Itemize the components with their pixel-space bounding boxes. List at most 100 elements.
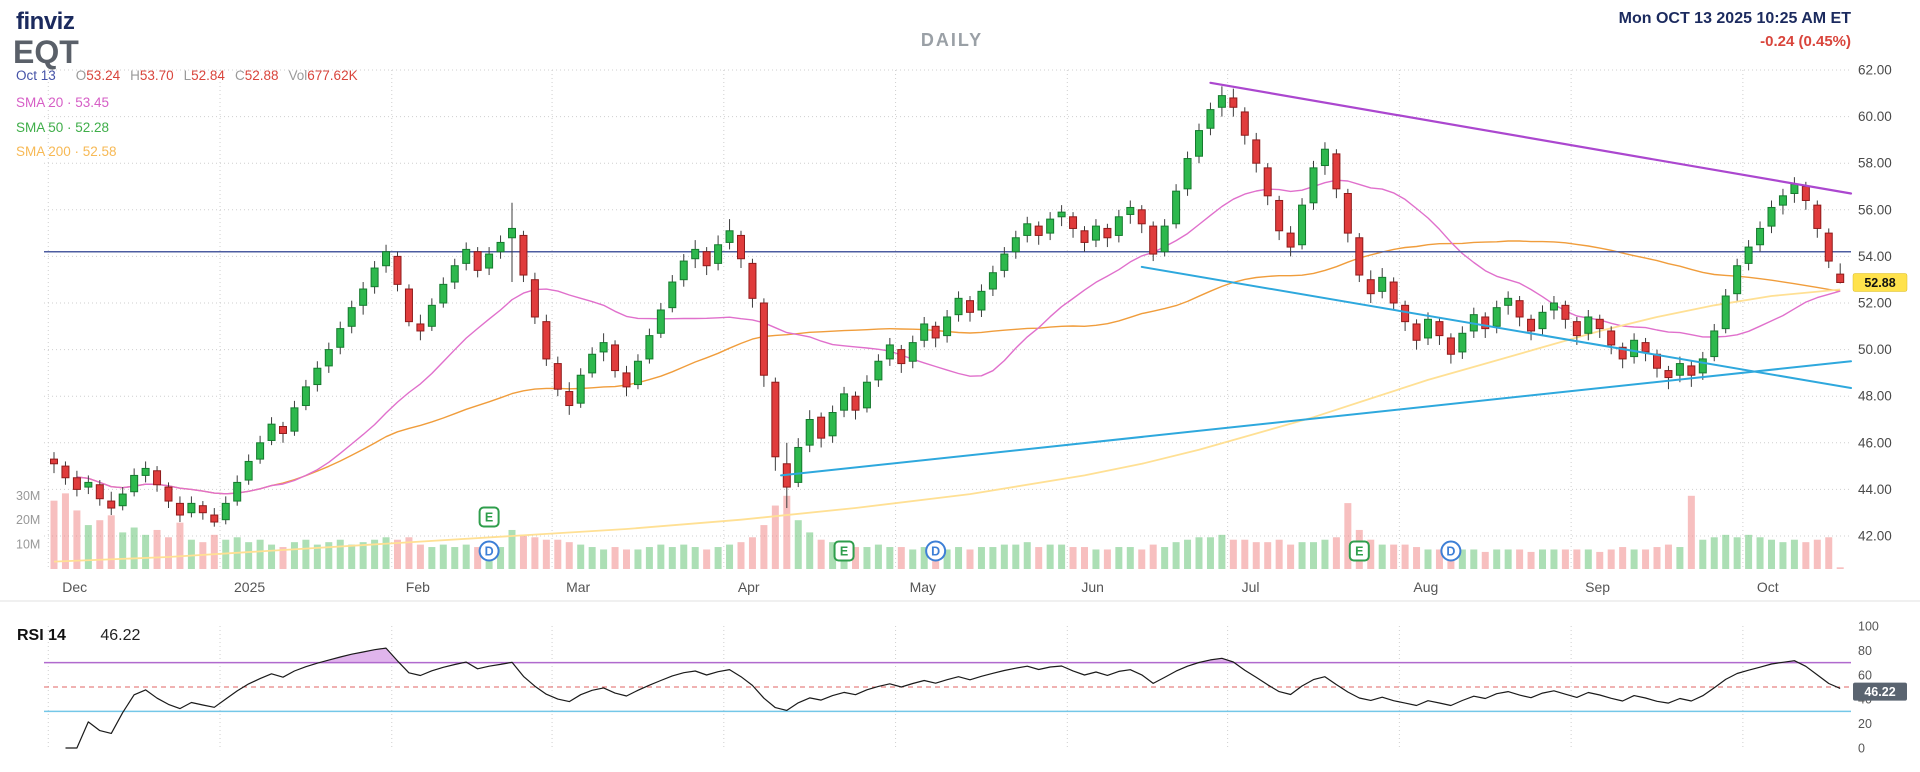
volume-bar xyxy=(61,493,69,569)
event-markers-layer[interactable]: E D E D E D xyxy=(478,506,1462,562)
candle xyxy=(1034,225,1043,236)
finviz-logo[interactable]: finviz xyxy=(16,8,75,35)
candle xyxy=(725,230,734,243)
volume-bar xyxy=(1722,534,1730,569)
volume-bar xyxy=(703,549,711,569)
candle xyxy=(473,251,482,271)
volume-bar xyxy=(462,544,470,569)
volume-bar xyxy=(897,547,905,569)
candle xyxy=(336,328,345,348)
volume-bar xyxy=(611,547,619,569)
volume-bar xyxy=(153,529,161,569)
volume-label: Vol xyxy=(288,68,308,83)
candle xyxy=(1080,230,1089,243)
volume-bar xyxy=(313,544,321,569)
volume-bar xyxy=(1802,542,1810,569)
volume-bar xyxy=(1321,539,1329,569)
candle xyxy=(1790,183,1799,194)
candle xyxy=(1744,246,1753,264)
volume-bar xyxy=(1184,539,1192,569)
candle xyxy=(1401,304,1410,323)
trendlines-layer[interactable] xyxy=(780,81,1853,477)
volume-bar xyxy=(909,549,917,569)
candle xyxy=(107,500,116,509)
candle xyxy=(141,467,150,476)
volume-bar xyxy=(726,544,734,569)
candle xyxy=(1160,225,1169,253)
volume-bar xyxy=(1435,549,1443,569)
candle xyxy=(279,425,287,434)
dividend-marker-icon[interactable] xyxy=(1440,540,1462,562)
volume-bar xyxy=(325,542,333,569)
volume-bar xyxy=(1344,503,1352,569)
timeframe-label: DAILY xyxy=(920,30,984,50)
candle xyxy=(519,234,528,276)
volume-bar xyxy=(519,534,527,569)
candle xyxy=(1172,190,1181,225)
volume-bar xyxy=(874,544,882,569)
month-label: Oct xyxy=(1757,579,1779,595)
rsi-pane: 10080604020046.22 xyxy=(44,620,1907,756)
volume-bar xyxy=(1470,549,1478,569)
volume-bar xyxy=(852,547,859,569)
volume-bar xyxy=(1012,544,1020,569)
volume-bar xyxy=(1390,544,1398,569)
trendline[interactable] xyxy=(1140,265,1852,390)
volume-bar xyxy=(714,547,722,569)
low-value: 52.84 xyxy=(191,68,225,83)
volume-bar xyxy=(1115,547,1123,569)
dividend-marker-icon[interactable] xyxy=(925,540,947,562)
candle xyxy=(50,458,58,465)
earnings-marker-icon[interactable] xyxy=(1348,540,1370,562)
volume-bar xyxy=(1607,549,1615,569)
volume-bar xyxy=(943,549,951,569)
candle xyxy=(1378,276,1387,292)
marker-letter: D xyxy=(1446,545,1455,559)
volume-bar xyxy=(1332,537,1340,569)
volume-bar xyxy=(1103,549,1111,569)
volume-bar xyxy=(1630,549,1638,569)
volume-bar xyxy=(542,539,550,569)
candle xyxy=(794,446,803,483)
earnings-marker-icon[interactable] xyxy=(478,506,500,528)
candle xyxy=(1664,370,1673,379)
rsi-header: RSI 14 46.22 xyxy=(17,627,140,645)
candle xyxy=(1126,206,1135,215)
candle xyxy=(1538,311,1547,330)
price-axis-label: 58.00 xyxy=(1858,156,1892,171)
volume-bar xyxy=(1252,542,1260,569)
volume-bar xyxy=(290,542,298,569)
open-value: 53.24 xyxy=(86,68,121,83)
volume-bar xyxy=(1206,537,1214,569)
candle xyxy=(771,381,780,458)
volume-bar xyxy=(1779,542,1787,569)
candle xyxy=(633,360,642,386)
sma20-line xyxy=(76,179,1841,495)
candle xyxy=(1424,318,1432,339)
dividend-marker-icon[interactable] xyxy=(478,540,500,562)
high-value: 53.70 xyxy=(139,68,174,83)
volume-bar xyxy=(1561,549,1569,569)
earnings-marker-icon[interactable] xyxy=(833,540,855,562)
volume-bar xyxy=(989,547,997,569)
volume-bar xyxy=(1275,539,1283,569)
volume-bar xyxy=(348,544,356,569)
marker-letter: D xyxy=(485,545,494,559)
candle xyxy=(1240,111,1249,136)
volume-bar xyxy=(474,547,482,569)
trendline[interactable] xyxy=(780,360,1852,477)
volume-bar xyxy=(371,539,379,569)
trendline[interactable] xyxy=(1209,81,1853,195)
candle xyxy=(1778,195,1787,206)
sma50-legend: SMA 50 · 52.28 xyxy=(16,119,110,135)
volume-bar xyxy=(600,549,608,569)
volume-bar xyxy=(1596,551,1604,569)
low-label: L xyxy=(183,68,192,83)
volume-bar xyxy=(1768,539,1775,569)
volume-bar xyxy=(1573,549,1581,569)
volume-bar xyxy=(1218,534,1226,569)
volume-bar xyxy=(1378,544,1386,569)
volume-bar xyxy=(1264,542,1272,569)
volume-bar xyxy=(748,537,756,569)
